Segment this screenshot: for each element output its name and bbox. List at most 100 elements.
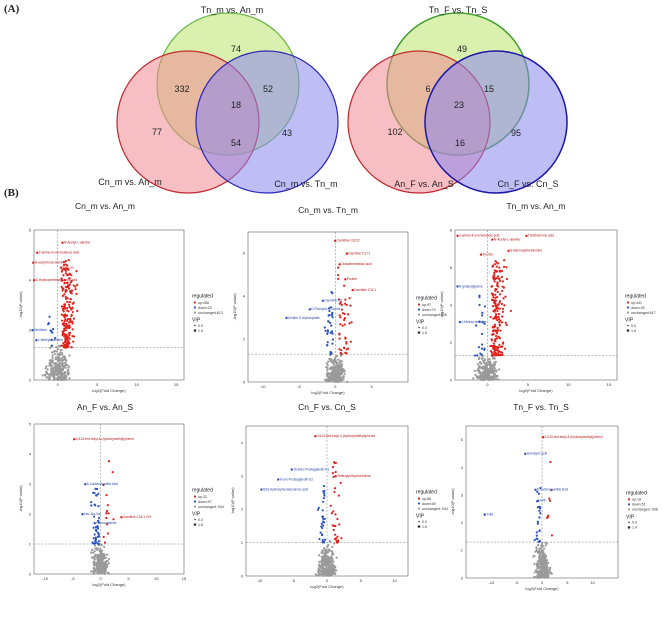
data-point <box>548 497 551 500</box>
x-axis-label: log2(Fold Change) <box>311 390 345 395</box>
annotated-point <box>456 234 459 238</box>
volcano-title: Cn_F vs. Cn_S <box>298 402 356 412</box>
data-point <box>335 539 338 542</box>
venn-1-circle-right <box>195 50 339 194</box>
data-point <box>338 348 341 351</box>
y-tick-label: 0 <box>450 377 453 382</box>
legend-count: down:23 <box>198 306 212 310</box>
data-point <box>327 360 330 363</box>
legend-vip-value: 1.5 <box>198 329 203 333</box>
data-point <box>538 529 541 532</box>
data-point <box>333 537 337 541</box>
data-point <box>324 550 327 553</box>
annotated-point <box>32 279 36 282</box>
data-point <box>502 297 505 300</box>
data-point <box>52 373 55 377</box>
data-point <box>336 517 339 521</box>
legend-count: down:51 <box>632 503 646 507</box>
data-point <box>92 551 95 554</box>
data-point <box>93 555 96 558</box>
venn-1-count-left: 77 <box>152 127 162 137</box>
legend-vip-size <box>628 521 630 524</box>
data-point <box>67 332 70 335</box>
data-point <box>93 503 96 506</box>
data-point <box>546 572 549 575</box>
legend-vip-value: 1.5 <box>422 331 427 335</box>
legend-vip-size <box>627 526 631 529</box>
y-tick-label: 4 <box>450 302 453 307</box>
data-point <box>497 277 500 280</box>
data-point <box>54 372 57 375</box>
metabolite-annotation: Carnitine C17:1 <box>348 252 370 256</box>
data-point <box>500 269 504 272</box>
data-point <box>544 560 548 563</box>
legend-vip-value: 1.5 <box>631 329 636 333</box>
data-point <box>97 533 100 536</box>
data-point <box>327 320 330 323</box>
data-point <box>90 551 93 554</box>
data-point <box>322 568 325 571</box>
data-point <box>68 272 72 275</box>
data-point <box>322 549 325 552</box>
metabolite-annotation: Glu-Leu <box>62 266 74 270</box>
data-point <box>92 562 95 565</box>
data-point <box>70 308 73 311</box>
data-point <box>321 572 324 576</box>
venn-2-count-left-right: 16 <box>455 138 465 148</box>
data-point <box>536 575 540 578</box>
data-point <box>102 535 105 539</box>
data-point <box>492 333 495 336</box>
data-point <box>488 357 491 361</box>
data-point <box>53 352 57 356</box>
data-point <box>494 289 497 292</box>
legend-vip-value: 0.0 <box>198 324 203 328</box>
data-point <box>480 332 484 335</box>
data-point <box>480 347 483 350</box>
data-point <box>539 486 542 490</box>
data-point <box>320 522 323 525</box>
data-point <box>326 341 329 344</box>
data-point <box>331 332 334 335</box>
data-point <box>67 268 70 271</box>
legend-regulated-title: regulated <box>416 490 437 496</box>
data-point <box>49 364 52 367</box>
data-point <box>346 380 349 383</box>
data-point <box>337 376 340 379</box>
data-point <box>338 361 342 364</box>
data-point <box>490 351 493 354</box>
data-point <box>538 554 541 557</box>
data-point <box>45 365 48 368</box>
data-point <box>106 559 109 563</box>
data-point <box>345 348 348 351</box>
data-point <box>64 272 67 275</box>
data-point <box>543 553 546 557</box>
data-point <box>55 346 58 349</box>
legend-swatch <box>193 301 197 304</box>
data-point <box>66 342 70 345</box>
data-point <box>483 358 486 361</box>
venn-1-count-left-right: 54 <box>231 138 241 148</box>
x-tick-label: 15 <box>182 576 187 581</box>
data-point <box>343 373 346 376</box>
legend-swatch <box>417 303 421 306</box>
data-point <box>540 570 543 573</box>
data-point <box>540 557 543 561</box>
venn-2-count-left: 102 <box>387 127 402 137</box>
data-point <box>330 357 333 360</box>
data-point <box>342 346 346 349</box>
data-point <box>336 361 339 364</box>
data-point <box>338 380 341 383</box>
annotated-point <box>277 478 280 481</box>
data-point <box>56 364 60 367</box>
data-point <box>339 323 342 326</box>
legend-swatch <box>417 507 421 510</box>
data-point <box>329 549 332 552</box>
volcano-plot-2: Cn_m vs. Tn_m -10 -5 0 5 0 2 4 6 log2(Fold Change… <box>232 205 447 395</box>
data-point <box>71 328 74 331</box>
y-tick-label: 2 <box>29 511 32 516</box>
data-point <box>322 484 326 488</box>
legend-vip-title: VIP <box>625 318 634 324</box>
legend-count: unchanged: 944 <box>422 507 448 511</box>
data-point <box>318 572 321 575</box>
